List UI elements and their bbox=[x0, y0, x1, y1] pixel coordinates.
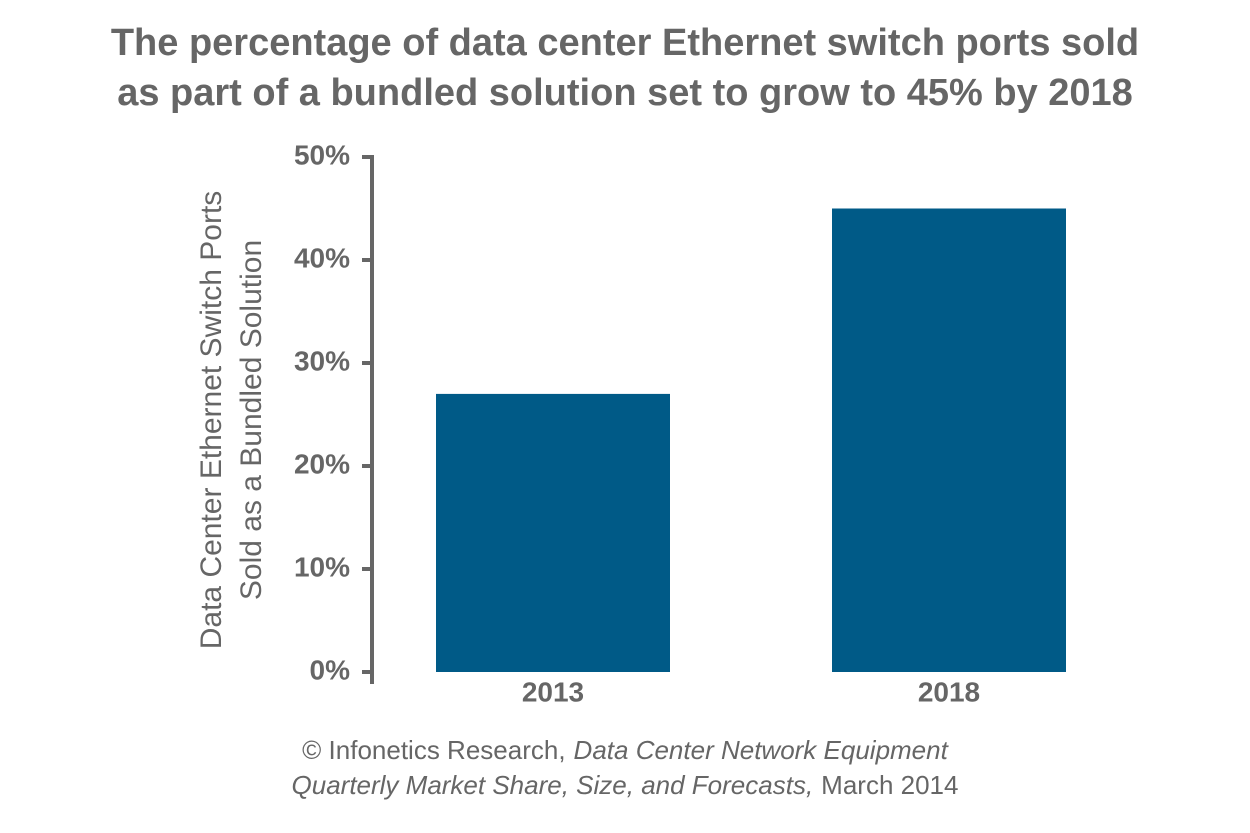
y-tick-label: 50% bbox=[294, 139, 350, 170]
y-tick-label: 40% bbox=[294, 242, 350, 273]
source-note: © Infonetics Research, Data Center Networ… bbox=[302, 735, 949, 765]
source-text: © Infonetics Research, bbox=[302, 735, 565, 765]
bar bbox=[832, 208, 1066, 672]
x-tick-label: 2013 bbox=[522, 676, 584, 707]
y-tick-label: 30% bbox=[294, 345, 350, 376]
bar bbox=[436, 393, 670, 672]
y-tick-label: 20% bbox=[294, 448, 350, 479]
y-axis-label: Data Center Ethernet Switch Ports bbox=[195, 191, 228, 650]
source-text: Quarterly Market Share, Size, and Foreca… bbox=[292, 770, 814, 800]
chart-title: as part of a bundled solution set to gro… bbox=[117, 72, 1133, 114]
y-axis-label: Sold as a Bundled Solution bbox=[235, 240, 268, 600]
y-tick-label: 0% bbox=[310, 654, 351, 685]
source-note: Quarterly Market Share, Size, and Foreca… bbox=[292, 770, 959, 800]
source-text: Data Center Network Equipment bbox=[574, 735, 950, 765]
x-tick-label: 2018 bbox=[918, 676, 980, 707]
source-text: March 2014 bbox=[821, 770, 958, 800]
chart-title: The percentage of data center Ethernet s… bbox=[111, 22, 1139, 64]
y-tick-label: 10% bbox=[294, 551, 350, 582]
